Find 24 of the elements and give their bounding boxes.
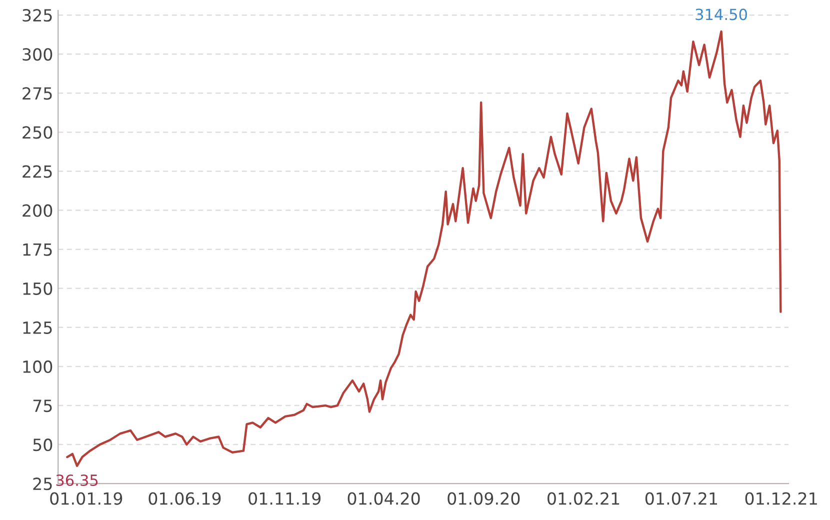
- y-tick-label: 200: [22, 204, 52, 217]
- x-tick-label: 01.12.21: [745, 492, 817, 505]
- y-tick-label: 150: [23, 282, 52, 295]
- annotation: 314.50: [696, 8, 747, 20]
- y-tick-label: 100: [23, 360, 52, 374]
- x-tick-label: 01.04.20: [348, 492, 420, 505]
- y-tick-label: 175: [23, 244, 52, 256]
- x-tick-label: 01.11.19: [248, 492, 321, 505]
- annotation: 36.35: [56, 474, 98, 486]
- x-tick-label: 01.09.20: [448, 492, 520, 505]
- y-tick-label: 325: [22, 9, 52, 22]
- y-tick-label: 250: [22, 126, 52, 139]
- x-tick-label: 01.06.19: [148, 492, 221, 505]
- y-tick-label: 50: [33, 438, 52, 452]
- x-tick-label: 01.07.21: [645, 492, 718, 505]
- y-tick-label: 75: [33, 400, 52, 412]
- y-tick-label: 125: [23, 321, 52, 334]
- x-tick-label: 01.01.19: [50, 492, 122, 505]
- x-tick-label: 01.02.21: [548, 492, 620, 505]
- y-tick-label: 25: [33, 478, 52, 490]
- y-tick-label: 225: [22, 165, 52, 178]
- y-tick-label: 300: [22, 48, 52, 61]
- y-tick-label: 275: [22, 87, 52, 100]
- line-series: [66, 30, 782, 467]
